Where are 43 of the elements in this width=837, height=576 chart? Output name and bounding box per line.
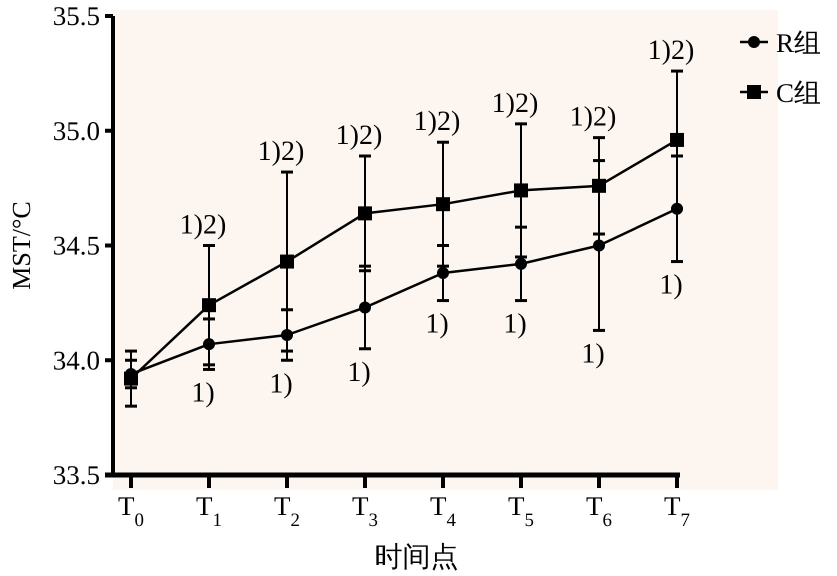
point	[358, 206, 372, 220]
y-tick-label: 35.0	[52, 116, 100, 146]
annotation: 1)	[659, 270, 683, 301]
x-tick-label: T$_{3}$	[352, 491, 378, 530]
point	[514, 183, 528, 198]
annotation: 1)2)	[570, 102, 616, 133]
annotation: 1)2)	[648, 35, 694, 66]
annotation: 1)2)	[258, 136, 304, 168]
x-axis-title: 时间点	[374, 542, 458, 573]
x-tick-label: T$_{5}$	[508, 491, 534, 530]
point	[515, 258, 527, 270]
point	[592, 178, 606, 193]
annotation: 1)2)	[336, 120, 382, 151]
x-tick-label: T$_{6}$	[586, 491, 612, 530]
y-tick-label: 34.0	[52, 345, 100, 376]
annotation: 1)	[503, 308, 527, 340]
y-axis-title: MST/°C	[7, 201, 36, 290]
point	[593, 240, 605, 252]
annotation: 1)	[425, 308, 449, 340]
legend-label: C组	[776, 78, 822, 108]
annotation: 1)2)	[492, 88, 538, 119]
annotation: 1)2)	[180, 210, 226, 240]
x-tick-label: T$_{0}$	[118, 491, 144, 530]
annotation: 1)2)	[414, 106, 460, 138]
point	[124, 372, 138, 386]
point	[202, 298, 216, 312]
point	[670, 132, 684, 147]
y-tick-label: 35.5	[52, 1, 100, 31]
x-tick-label: T$_{4}$	[430, 491, 457, 530]
x-tick-label: T$_{2}$	[274, 491, 300, 530]
x-tick-label: T$_{7}$	[664, 491, 690, 530]
y-tick-label: 33.5	[52, 460, 100, 490]
point	[437, 267, 449, 280]
point	[436, 197, 450, 212]
annotation: 1)	[191, 377, 215, 408]
point	[280, 254, 294, 269]
annotation: 1)	[581, 338, 605, 370]
annotation: 1)	[269, 368, 293, 400]
y-tick-label: 34.5	[52, 230, 100, 260]
annotation: 1)	[347, 356, 371, 388]
x-tick-label: T$_{1}$	[196, 491, 222, 530]
point	[359, 301, 371, 314]
legend-label: R组	[776, 28, 822, 58]
